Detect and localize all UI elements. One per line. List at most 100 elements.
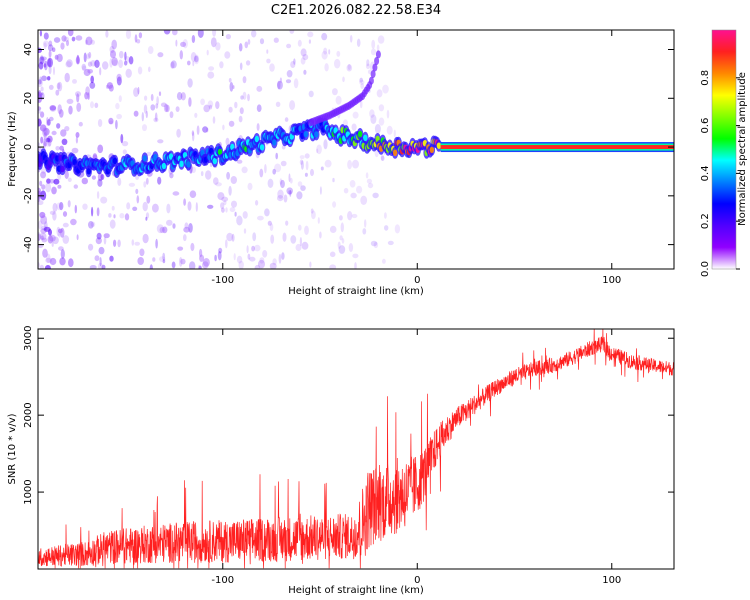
noise-blob bbox=[67, 200, 71, 208]
noise-blob bbox=[120, 133, 124, 144]
noise-blob bbox=[85, 39, 88, 45]
noise-blob bbox=[122, 149, 127, 155]
noise-blob bbox=[374, 123, 381, 134]
noise-blob bbox=[203, 104, 210, 113]
signal-blob bbox=[254, 135, 259, 143]
spectrogram-plot-area bbox=[38, 30, 674, 269]
signal-blob bbox=[86, 168, 92, 175]
noise-blob bbox=[189, 261, 196, 269]
noise-blob bbox=[191, 35, 196, 43]
branch-blob bbox=[368, 76, 374, 85]
noise-blob bbox=[76, 102, 82, 113]
snr-ytick-label: 3000 bbox=[23, 326, 34, 351]
noise-blob bbox=[189, 190, 197, 198]
noise-blob bbox=[48, 116, 54, 122]
noise-blob bbox=[226, 232, 234, 242]
noise-blob bbox=[236, 215, 243, 226]
noise-blob bbox=[102, 61, 109, 70]
noise-blob bbox=[42, 248, 48, 258]
spectrogram-ytick-label: -40 bbox=[23, 236, 34, 252]
noise-blob bbox=[196, 125, 200, 135]
noise-blob bbox=[283, 194, 288, 203]
noise-blob bbox=[43, 226, 51, 232]
noise-blob bbox=[367, 182, 374, 189]
noise-blob bbox=[236, 255, 243, 264]
noise-blob bbox=[278, 253, 282, 264]
noise-blob bbox=[269, 262, 277, 269]
noise-blob bbox=[52, 47, 56, 52]
noise-blob bbox=[86, 53, 90, 60]
noise-blob bbox=[255, 200, 259, 206]
noise-blob bbox=[192, 60, 195, 67]
noise-blob bbox=[285, 220, 289, 226]
noise-blob bbox=[48, 40, 53, 47]
noise-blob bbox=[266, 58, 271, 64]
noise-blob bbox=[190, 166, 196, 173]
noise-blob bbox=[258, 259, 265, 269]
noise-blob bbox=[304, 225, 309, 235]
noise-blob bbox=[38, 233, 41, 242]
noise-blob bbox=[199, 248, 203, 258]
noise-blob bbox=[377, 35, 385, 44]
noise-blob bbox=[300, 48, 307, 57]
noise-blob bbox=[125, 68, 132, 78]
noise-blob bbox=[247, 39, 251, 45]
noise-blob bbox=[341, 238, 345, 244]
noise-blob bbox=[304, 172, 308, 177]
noise-blob bbox=[136, 195, 140, 204]
noise-blob bbox=[56, 53, 63, 63]
noise-blob bbox=[243, 228, 247, 234]
noise-blob bbox=[59, 145, 64, 151]
noise-blob bbox=[208, 104, 213, 110]
noise-blob bbox=[135, 188, 139, 194]
noise-blob bbox=[356, 38, 361, 47]
noise-blob bbox=[124, 213, 130, 221]
noise-blob bbox=[386, 109, 390, 119]
noise-blob bbox=[279, 77, 282, 84]
snr-xtick-label: -100 bbox=[211, 575, 234, 586]
noise-blob bbox=[242, 76, 247, 84]
noise-blob bbox=[139, 248, 145, 257]
noise-blob bbox=[349, 180, 356, 188]
colorbar: 0.0 0.2 0.4 0.6 0.8 Normalized spectral ampl… bbox=[700, 29, 748, 277]
noise-blob bbox=[319, 186, 322, 195]
noise-blob bbox=[362, 228, 367, 235]
noise-blob bbox=[254, 264, 261, 269]
noise-blob bbox=[47, 76, 51, 81]
noise-blob bbox=[284, 117, 289, 122]
noise-blob bbox=[90, 75, 94, 84]
noise-blob bbox=[324, 63, 329, 72]
noise-blob bbox=[40, 86, 44, 92]
noise-blob bbox=[387, 240, 394, 246]
noise-blob bbox=[194, 55, 199, 63]
noise-blob bbox=[371, 39, 376, 50]
noise-blob bbox=[301, 241, 309, 250]
noise-blob bbox=[124, 56, 131, 63]
noise-blob bbox=[75, 35, 83, 41]
noise-blob bbox=[124, 51, 127, 61]
noise-blob bbox=[49, 105, 57, 112]
noise-blob bbox=[289, 177, 293, 184]
noise-blob bbox=[329, 264, 337, 269]
noise-blob bbox=[359, 100, 363, 109]
noise-blob bbox=[52, 202, 58, 212]
noise-blob bbox=[311, 210, 316, 220]
noise-blob bbox=[110, 50, 116, 59]
noise-blob bbox=[241, 166, 248, 174]
noise-blob bbox=[316, 144, 322, 155]
noise-blob bbox=[39, 56, 45, 65]
noise-blob bbox=[264, 164, 267, 174]
noise-blob bbox=[158, 91, 162, 96]
noise-blob bbox=[373, 241, 379, 249]
noise-blob bbox=[293, 58, 296, 65]
noise-blob bbox=[183, 198, 187, 206]
noise-blob bbox=[195, 202, 198, 212]
noise-blob bbox=[297, 181, 303, 187]
noise-blob bbox=[221, 196, 229, 202]
noise-blob bbox=[378, 104, 385, 112]
colorbar-frame bbox=[711, 29, 737, 270]
noise-blob bbox=[97, 178, 103, 187]
noise-blob bbox=[296, 191, 303, 200]
noise-blob bbox=[205, 170, 212, 180]
noise-blob bbox=[97, 119, 103, 127]
